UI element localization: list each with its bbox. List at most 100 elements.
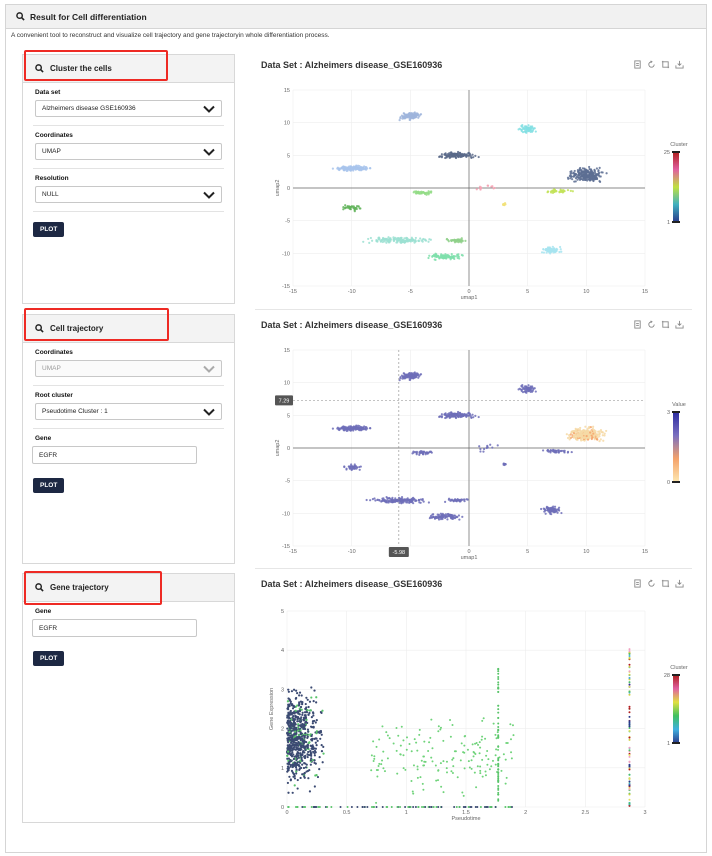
expression-point — [628, 723, 631, 726]
expression-point — [301, 773, 304, 776]
refresh-icon[interactable] — [647, 60, 656, 69]
expression-point — [372, 760, 375, 763]
umap-point — [491, 185, 494, 188]
expression-point — [310, 686, 313, 689]
umap-point — [470, 156, 473, 159]
document-icon[interactable] — [633, 320, 642, 329]
umap-point — [376, 498, 379, 502]
umap-point — [355, 164, 358, 167]
expression-point — [302, 716, 306, 719]
expression-point — [296, 718, 299, 721]
expression-point — [370, 769, 373, 772]
expression-point — [415, 741, 418, 744]
expression-point — [419, 776, 422, 779]
plot-button[interactable]: PLOT — [33, 478, 65, 493]
umap-point — [409, 113, 413, 116]
expression-point — [497, 777, 500, 780]
umap-point — [440, 413, 443, 416]
umap-point — [450, 415, 453, 418]
umap-point — [553, 188, 556, 191]
umap-point — [353, 463, 356, 466]
umap-point — [412, 191, 415, 194]
umap-point — [458, 518, 461, 521]
umap-point — [399, 236, 402, 240]
download-icon[interactable] — [675, 60, 684, 69]
expression-point — [483, 806, 486, 808]
expression-point — [315, 696, 318, 699]
crop-icon[interactable] — [661, 60, 670, 69]
expression-point — [308, 741, 311, 744]
umap-point — [408, 114, 411, 117]
expression-point — [628, 749, 631, 752]
coordinates-select[interactable]: UMAP — [35, 143, 222, 160]
gene-input[interactable]: EGFR — [32, 619, 197, 637]
expression-point — [628, 652, 631, 655]
refresh-icon[interactable] — [647, 579, 656, 588]
umap-point — [454, 416, 457, 419]
expression-point — [286, 700, 290, 703]
resolution-select[interactable]: NULL — [35, 186, 222, 203]
plot-button[interactable]: PLOT — [33, 222, 65, 237]
expression-point — [440, 806, 443, 808]
x-tick-label: 5 — [526, 289, 529, 295]
expression-point — [301, 703, 304, 706]
x-tick-label: -15 — [289, 549, 297, 555]
umap-point — [349, 166, 353, 169]
expression-point — [442, 791, 445, 794]
refresh-icon[interactable] — [647, 320, 656, 329]
expression-point — [292, 757, 296, 761]
umap-point — [376, 240, 379, 243]
umap-point — [529, 385, 532, 388]
expression-point — [310, 757, 313, 760]
umap-cluster-chart[interactable]: -15 -10 -5 0 5 10 15 15 10 5 0 -5 -10 -15 umap1 umap2 Cl… — [255, 54, 692, 304]
umap-point — [583, 429, 586, 432]
download-icon[interactable] — [675, 579, 684, 588]
umap-point — [411, 376, 414, 380]
expression-point — [497, 791, 500, 794]
expression-point — [462, 751, 465, 754]
crop-icon[interactable] — [661, 320, 670, 329]
expression-point — [491, 759, 494, 762]
expression-point — [402, 754, 405, 757]
root-cluster-value: Pseudotime Cluster : 1 — [42, 408, 108, 415]
download-icon[interactable] — [675, 320, 684, 329]
expression-point — [628, 780, 631, 783]
umap-point — [396, 499, 399, 502]
umap-point — [533, 127, 536, 130]
expression-point — [431, 760, 434, 763]
umap-point — [414, 499, 417, 503]
umap-point — [588, 176, 591, 179]
umap-point — [542, 251, 546, 254]
gene-expression-chart[interactable]: 0 0.5 1 1.5 2 2.5 3 5 4 3 2 1 0 Pseudotime Gene Expres… — [255, 573, 692, 828]
expression-point — [423, 740, 426, 743]
umap-point — [542, 248, 545, 251]
document-icon[interactable] — [633, 579, 642, 588]
plot-button[interactable]: PLOT — [33, 651, 65, 666]
umap-point — [447, 240, 450, 243]
umap-trajectory-chart[interactable]: -15 -10 0 5 10 15 15 10 5 0 -5 -10 -15 umap1 umap2 7.29… — [255, 314, 692, 564]
document-icon[interactable] — [633, 60, 642, 69]
umap-point — [492, 187, 495, 190]
expression-point — [416, 768, 419, 771]
expression-point — [428, 806, 431, 808]
gene-input[interactable]: EGFR — [32, 446, 197, 464]
crop-icon[interactable] — [661, 579, 670, 588]
root-cluster-select[interactable]: Pseudotime Cluster : 1 — [35, 403, 222, 420]
umap-point — [474, 414, 477, 417]
dataset-select[interactable]: Alzheimers disease GSE160936 — [35, 100, 222, 117]
expression-point — [310, 715, 313, 719]
umap-point — [406, 497, 409, 500]
expression-point — [628, 681, 631, 684]
expression-point — [377, 765, 380, 768]
coordinates-select[interactable]: UMAP — [35, 360, 222, 377]
expression-point — [293, 705, 296, 709]
expression-point — [497, 726, 500, 729]
umap-point — [406, 113, 409, 116]
umap-point — [520, 128, 523, 132]
expression-point — [321, 761, 324, 764]
umap-point — [438, 415, 441, 418]
expression-point — [291, 751, 294, 754]
expression-point — [289, 747, 292, 750]
expression-point — [466, 748, 469, 751]
expression-point — [628, 726, 631, 729]
